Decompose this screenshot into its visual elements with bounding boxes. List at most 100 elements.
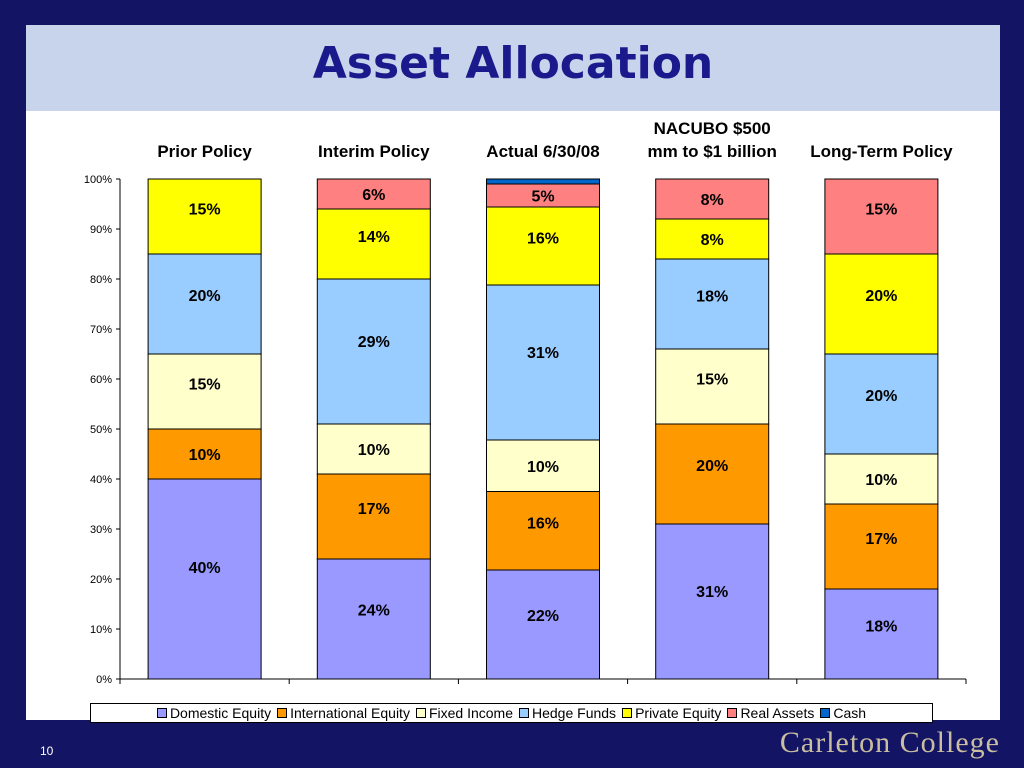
bar-segment-international-equity [486, 491, 600, 571]
bar-segment-fixed-income [655, 348, 770, 425]
college-wordmark: Carleton College [779, 726, 1000, 759]
data-label: 10% [358, 442, 390, 459]
slide-title: Asset Allocation [312, 38, 714, 89]
bar-segment-private-equity [316, 208, 431, 280]
data-label: 5% [531, 189, 554, 206]
data-label: 40% [189, 560, 221, 577]
bar-segment-real-assets [824, 178, 939, 255]
bar-segment-fixed-income [486, 439, 600, 492]
y-tick-label: 100% [84, 174, 112, 186]
bar-segment-hedge-funds [316, 278, 431, 425]
legend-swatch [415, 708, 426, 718]
bar-segment-hedge-funds [147, 253, 262, 355]
legend-swatch [622, 708, 633, 718]
legend-label: International Equity [290, 705, 410, 721]
legend-swatch [156, 708, 167, 718]
legend-item: Cash [820, 705, 866, 721]
legend-swatch [277, 708, 288, 718]
data-label: 15% [189, 201, 221, 218]
data-label: 29% [358, 334, 390, 351]
bar-segment-real-assets [316, 178, 431, 210]
data-label: 20% [189, 288, 221, 305]
category-label: Prior Policy [157, 142, 252, 161]
bar-segment-cash [486, 178, 600, 185]
legend-swatch [820, 708, 831, 718]
legend-swatch [519, 708, 529, 718]
data-label: 16% [527, 515, 559, 532]
bar-segment-international-equity [655, 423, 770, 525]
legend-item: Hedge Funds [519, 705, 616, 721]
category-label: Actual 6/30/08 [486, 142, 599, 161]
y-tick-label: 0% [96, 674, 112, 686]
category-label: Interim Policy [318, 142, 430, 161]
bar-segment-hedge-funds [824, 353, 939, 455]
bar-segment-domestic-equity [655, 523, 770, 680]
legend-label: Private Equity [635, 705, 722, 721]
category-label: NACUBO $500 mm to $1 billion [647, 119, 776, 161]
y-tick-label: 50% [90, 424, 112, 436]
data-label: 15% [865, 201, 897, 218]
legend-label: Fixed Income [428, 705, 513, 721]
bar-segment-private-equity [824, 253, 939, 355]
bar-segment-domestic-equity [316, 558, 431, 680]
data-label: 10% [527, 459, 559, 476]
legend-item: Private Equity [622, 705, 721, 721]
title-band [26, 25, 1000, 111]
y-tick-label: 30% [90, 524, 112, 536]
category-label: Long-Term Policy [810, 142, 953, 161]
bar-segment-fixed-income [316, 423, 431, 475]
legend-label: Domestic Equity [169, 705, 272, 721]
data-label: 10% [189, 447, 221, 464]
bar-segment-international-equity [824, 503, 939, 590]
data-label: 16% [527, 231, 559, 248]
bar-segment-fixed-income [824, 453, 939, 505]
legend-item: Real Assets [727, 705, 814, 721]
bar-segment-real-assets [655, 178, 770, 220]
data-label: 22% [527, 608, 559, 625]
data-label: 18% [865, 618, 897, 635]
data-label: 20% [865, 388, 897, 405]
data-label: 17% [358, 501, 390, 518]
data-label: 17% [865, 531, 897, 548]
slide-number: 10 [40, 744, 54, 758]
y-tick-label: 90% [90, 224, 112, 236]
bar-segment-domestic-equity [486, 569, 600, 680]
bar-segment-private-equity [147, 178, 262, 255]
legend-item: Domestic Equity [156, 705, 272, 721]
data-label: 31% [696, 584, 728, 601]
y-tick-label: 10% [90, 624, 112, 636]
y-tick-label: 40% [90, 474, 112, 486]
data-label: 15% [189, 376, 221, 393]
data-label: 20% [696, 458, 728, 475]
data-label: 8% [701, 192, 724, 209]
bar-segment-international-equity [147, 428, 262, 480]
y-tick-label: 70% [90, 324, 112, 336]
data-label: 20% [865, 288, 897, 305]
data-label: 18% [696, 288, 728, 305]
bar-segment-private-equity [655, 218, 770, 260]
legend-label: Real Assets [740, 705, 815, 721]
legend-label: Hedge Funds [532, 705, 617, 721]
bar-segment-private-equity [486, 206, 600, 286]
data-label: 6% [362, 187, 385, 204]
bar-segment-fixed-income [147, 353, 262, 430]
bar-segment-international-equity [316, 473, 431, 560]
data-label: 24% [358, 602, 390, 619]
legend-swatch [727, 708, 738, 718]
bar-segment-hedge-funds [486, 284, 600, 441]
y-tick-label: 60% [90, 374, 112, 386]
legend-item: Fixed Income [415, 705, 513, 721]
y-tick-label: 20% [90, 574, 112, 586]
data-label: 15% [696, 371, 728, 388]
bar-segment-domestic-equity [824, 588, 939, 680]
data-label: 14% [358, 229, 390, 246]
data-label: 8% [701, 232, 724, 249]
bar-segment-domestic-equity [147, 478, 262, 680]
bar-segment-hedge-funds [655, 258, 770, 350]
data-label: 10% [865, 472, 897, 489]
y-tick-label: 80% [90, 274, 112, 286]
legend-label: Cash [833, 705, 867, 721]
data-label: 31% [527, 345, 559, 362]
chart-legend: Domestic Equity International Equity Fixed… [90, 703, 933, 723]
